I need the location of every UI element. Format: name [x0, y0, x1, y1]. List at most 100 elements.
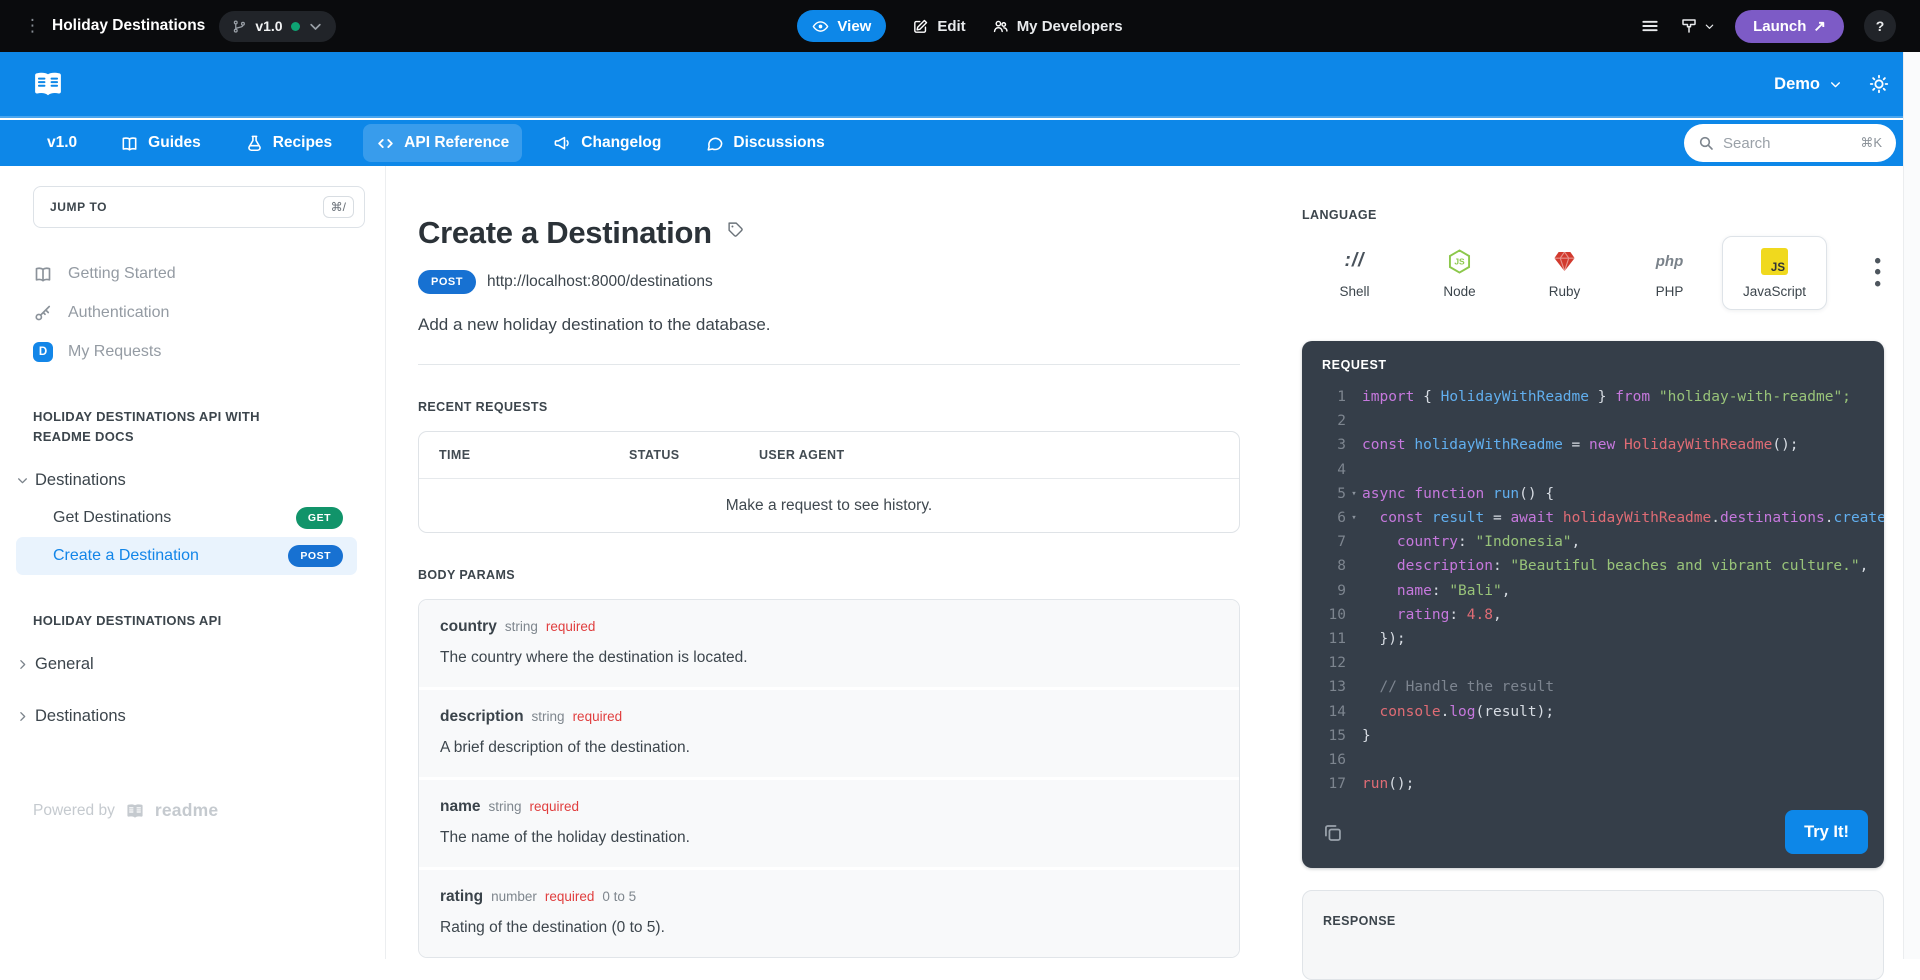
- nav-item-api-reference[interactable]: API Reference: [363, 124, 522, 162]
- sidebar-group-label: Destinations: [35, 707, 126, 726]
- code-editor[interactable]: 1import { HolidayWithReadme } from "holi…: [1302, 379, 1884, 800]
- search-box[interactable]: ⌘K: [1684, 124, 1896, 162]
- hamburger-menu-icon[interactable]: [1640, 16, 1660, 36]
- param-required-flag: required: [546, 619, 596, 634]
- code-line: 8 description: "Beautiful beaches and vi…: [1302, 554, 1884, 578]
- recent-requests-table: TIMESTATUSUSER AGENT Make a request to s…: [418, 431, 1240, 533]
- language-selector: ://ShellJSNodeRubyphpPHPJSJavaScript •••: [1302, 236, 1895, 310]
- help-button[interactable]: ?: [1864, 10, 1896, 42]
- version-selector[interactable]: v1.0: [219, 11, 335, 42]
- sidebar-group-destinations[interactable]: Destinations: [16, 697, 365, 735]
- code-text: run();: [1362, 772, 1884, 796]
- param-type: string: [532, 709, 565, 724]
- main-content: Create a Destination POST http://localho…: [418, 166, 1240, 959]
- project-dropdown[interactable]: Demo: [1774, 75, 1842, 94]
- line-number: 6: [1302, 506, 1346, 530]
- line-number: 10: [1302, 603, 1346, 627]
- jump-to-label: JUMP TO: [50, 200, 107, 214]
- js-icon: JS: [1761, 247, 1788, 275]
- nav-item-label: API Reference: [404, 134, 509, 152]
- tag-icon[interactable]: [727, 221, 744, 238]
- view-button[interactable]: View: [797, 10, 886, 42]
- nav-item-discussions[interactable]: Discussions: [692, 124, 837, 162]
- pencil-square-icon: [912, 18, 929, 35]
- sidebar: JUMP TO ⌘/ Getting StartedAuthentication…: [0, 166, 386, 959]
- language-tab-ruby[interactable]: Ruby: [1512, 236, 1617, 310]
- try-it-button[interactable]: Try It!: [1785, 810, 1868, 854]
- sidebar-item-create-a-destination[interactable]: Create a Destination POST: [16, 537, 357, 575]
- param-type: string: [489, 799, 522, 814]
- edit-button[interactable]: Edit: [912, 18, 965, 35]
- body-params-list: countrystringrequiredThe country where t…: [418, 599, 1240, 958]
- sidebar-item-authentication[interactable]: Authentication: [33, 293, 365, 332]
- param-header: countrystringrequired: [440, 618, 1218, 636]
- sidebar-item-label: Create a Destination: [53, 547, 199, 565]
- sidebar-group: General: [16, 645, 365, 683]
- page-scrollbar[interactable]: [1903, 52, 1920, 959]
- book-icon: [120, 134, 139, 153]
- chevron-down-icon: [1704, 21, 1715, 32]
- kebab-menu-icon[interactable]: ⋮: [24, 16, 38, 36]
- overflow-menu-icon[interactable]: •••: [1874, 256, 1881, 290]
- chevron-down-icon: [308, 19, 323, 34]
- sidebar-group-general[interactable]: General: [16, 645, 365, 683]
- code-line: 3const holidayWithReadme = new HolidayWi…: [1302, 433, 1884, 457]
- code-line: 13 // Handle the result: [1302, 675, 1884, 699]
- search-icon: [1698, 135, 1714, 151]
- language-tab-node[interactable]: JSNode: [1407, 236, 1512, 310]
- method-badge-post: POST: [288, 545, 343, 567]
- launch-button[interactable]: Launch ↗: [1735, 10, 1844, 43]
- fold-gutter: [1346, 409, 1362, 433]
- line-number: 2: [1302, 409, 1346, 433]
- sidebar-section: HOLIDAY DESTINATIONS API WITH README DOC…: [16, 407, 365, 575]
- nav-version[interactable]: v1.0: [47, 134, 77, 152]
- copy-icon[interactable]: [1322, 822, 1343, 843]
- nav-item-guides[interactable]: Guides: [107, 124, 214, 162]
- language-tab-php[interactable]: phpPHP: [1617, 236, 1722, 310]
- nav-item-recipes[interactable]: Recipes: [232, 124, 345, 162]
- sidebar-item-my-requests[interactable]: DMy Requests: [33, 332, 365, 371]
- node-icon: JS: [1446, 247, 1473, 275]
- theme-toggle-sun-icon[interactable]: [1868, 73, 1890, 95]
- sidebar-item-get-destinations[interactable]: Get DestinationsGET: [16, 499, 357, 537]
- code-line: 1import { HolidayWithReadme } from "holi…: [1302, 385, 1884, 409]
- language-label: PHP: [1656, 284, 1684, 299]
- fold-gutter: [1346, 458, 1362, 482]
- endpoint-description: Add a new holiday destination to the dat…: [418, 315, 1240, 335]
- sidebar-item-getting-started[interactable]: Getting Started: [33, 254, 365, 293]
- response-panel: RESPONSE: [1302, 890, 1884, 980]
- fold-arrow-icon[interactable]: ▾: [1346, 506, 1362, 530]
- doc-nav: v1.0 Guides Recipes API Reference Changelog…: [0, 120, 1920, 166]
- megaphone-icon: [553, 134, 572, 153]
- code-text: import { HolidayWithReadme } from "holid…: [1362, 385, 1884, 409]
- arrow-up-right-icon: ↗: [1813, 17, 1826, 35]
- fold-arrow-icon[interactable]: ▾: [1346, 482, 1362, 506]
- language-tab-javascript[interactable]: JSJavaScript: [1722, 236, 1827, 310]
- powered-by[interactable]: Powered by readme: [33, 800, 218, 821]
- divider: [418, 364, 1240, 365]
- code-line: 6▾ const result = await holidayWithReadm…: [1302, 506, 1884, 530]
- jump-to-button[interactable]: JUMP TO ⌘/: [33, 186, 365, 228]
- line-number: 12: [1302, 651, 1346, 675]
- search-input[interactable]: [1723, 135, 1851, 152]
- code-text: // Handle the result: [1362, 675, 1884, 699]
- sidebar-section-title: HOLIDAY DESTINATIONS API: [33, 611, 365, 631]
- request-heading: REQUEST: [1302, 341, 1884, 379]
- readme-book-logo[interactable]: [30, 67, 66, 101]
- fold-gutter: [1346, 700, 1362, 724]
- sidebar-group: DestinationsGet DestinationsGETCreate a …: [16, 461, 365, 575]
- code-line: 12: [1302, 651, 1884, 675]
- chevron-down-icon: [1829, 78, 1842, 91]
- svg-text:JS: JS: [1454, 256, 1465, 266]
- my-developers-button[interactable]: My Developers: [992, 18, 1123, 35]
- people-icon: [992, 18, 1009, 35]
- endpoint-url: http://localhost:8000/destinations: [487, 273, 713, 291]
- code-text: name: "Bali",: [1362, 579, 1884, 603]
- try-it-panel: LANGUAGE ://ShellJSNodeRubyphpPHPJSJavaS…: [1302, 166, 1895, 959]
- nav-item-changelog[interactable]: Changelog: [540, 124, 674, 162]
- appearance-menu-button[interactable]: [1680, 17, 1715, 35]
- sidebar-group-destinations[interactable]: Destinations: [16, 461, 365, 499]
- language-label: Shell: [1339, 284, 1369, 299]
- language-heading: LANGUAGE: [1302, 208, 1895, 222]
- language-tab-shell[interactable]: ://Shell: [1302, 236, 1407, 310]
